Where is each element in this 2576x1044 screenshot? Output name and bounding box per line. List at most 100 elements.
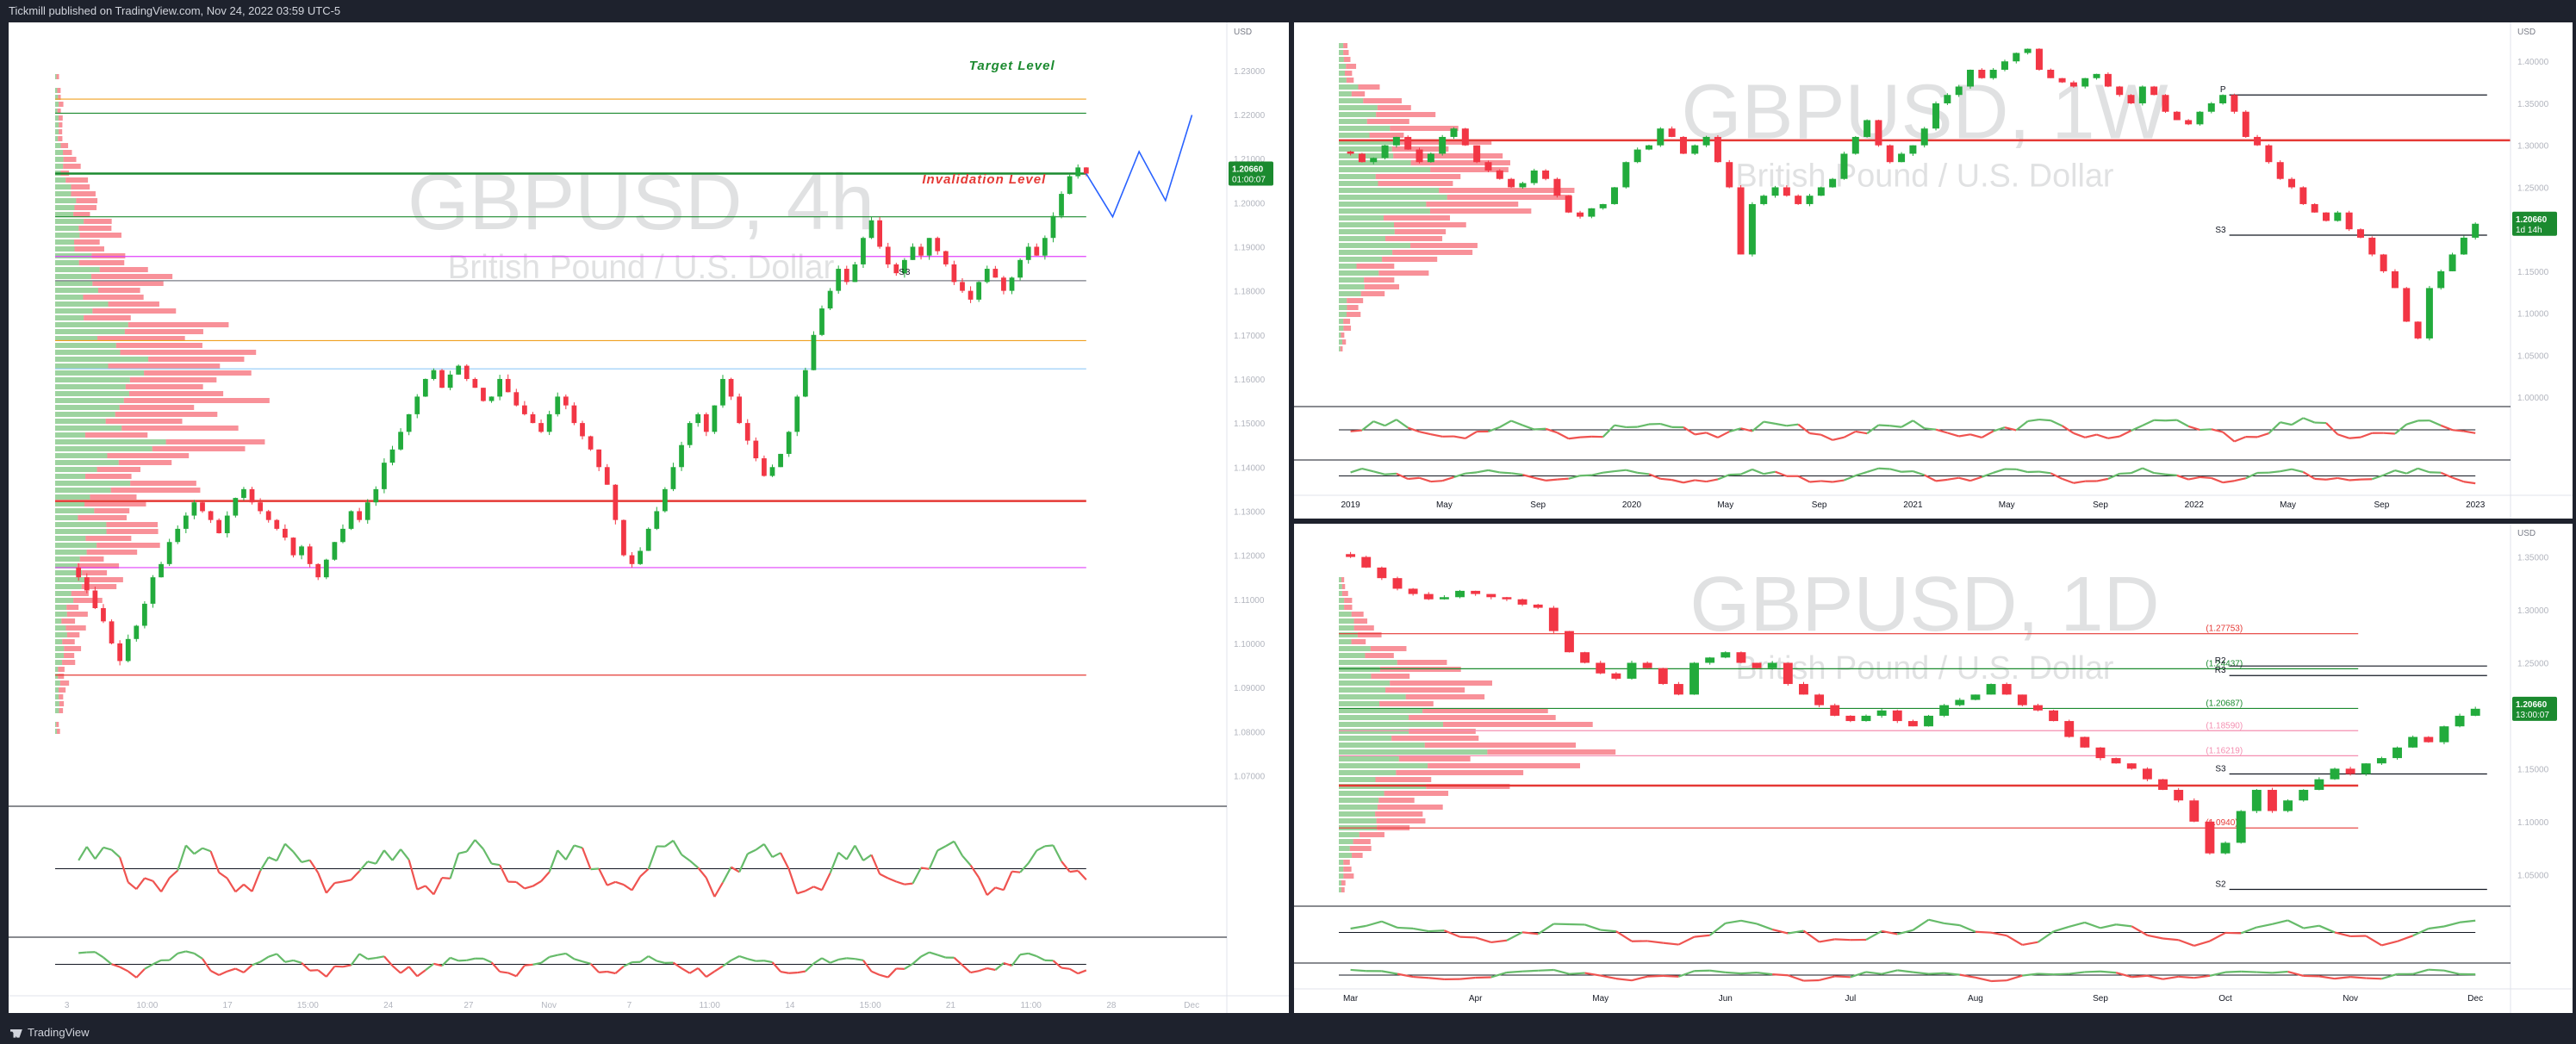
indicator-line-segment xyxy=(1991,979,2007,983)
indicator-line-segment xyxy=(1626,469,1638,474)
candle-body xyxy=(142,603,147,626)
candle-body xyxy=(918,246,924,256)
volume-profile-bar-down xyxy=(1346,78,1354,83)
time-axis-tick: 27 xyxy=(464,1001,474,1010)
indicator-line-segment xyxy=(1865,929,1882,941)
indicator-line-segment xyxy=(1003,961,1012,967)
volume-profile-bar-down xyxy=(99,267,148,272)
volume-profile-bar-up xyxy=(1339,660,1397,665)
indicator-line-segment xyxy=(301,961,311,972)
candle-body xyxy=(2033,705,2043,711)
indicator-line-segment xyxy=(1913,470,1926,476)
candle-body xyxy=(2345,768,2355,774)
volume-profile-bar-up xyxy=(1339,112,1377,117)
volume-profile-bar-up xyxy=(55,246,75,252)
indicator-line-segment xyxy=(1591,471,1603,476)
volume-profile-bar-up xyxy=(55,660,63,665)
volume-profile-bar-up xyxy=(55,550,87,555)
indicator-line-segment xyxy=(796,890,806,895)
indicator-line-segment xyxy=(797,970,806,974)
volume-profile-bar-down xyxy=(65,177,89,183)
indicator-line-segment xyxy=(2050,419,2063,427)
indicator-line-segment xyxy=(234,967,245,973)
indicator-line-segment xyxy=(1881,969,1898,975)
volume-profile-bar-up xyxy=(1339,591,1342,596)
candle-body xyxy=(1611,673,1621,679)
volume-profile-bar-up xyxy=(1339,305,1347,310)
candle-body xyxy=(1898,153,1906,163)
indicator-line-segment xyxy=(1614,424,1627,429)
indicator-line-segment xyxy=(1522,969,1539,973)
indicator-line-segment xyxy=(251,870,262,892)
volume-profile-bar-up xyxy=(55,426,122,431)
volume-profile-bar-down xyxy=(1398,756,1471,761)
volume-profile-bar-up xyxy=(55,329,125,334)
indicator-line-segment xyxy=(2131,925,2148,936)
price-axis-tick: 1.10000 xyxy=(1234,640,1266,649)
indicator-line-segment xyxy=(2176,474,2189,481)
indicator-line-segment xyxy=(623,961,633,967)
candle-body xyxy=(2361,763,2371,774)
indicator-line-segment xyxy=(1510,419,1523,426)
indicator-line-segment xyxy=(1584,923,1602,931)
indicator-line-segment xyxy=(1453,472,1466,479)
indicator-line-segment xyxy=(1430,480,1443,483)
indicator-line-segment xyxy=(2417,467,2430,474)
volume-profile-bar-up xyxy=(1339,319,1344,324)
publisher-header: Tickmill published on TradingView.com, N… xyxy=(0,0,2576,22)
volume-profile-bar-down xyxy=(1487,749,1616,755)
candle-body xyxy=(2314,779,2324,790)
volume-profile-bar-down xyxy=(106,529,159,534)
volume-profile-bar-down xyxy=(105,419,183,424)
volume-profile-bar-up xyxy=(1339,798,1379,803)
candle-body xyxy=(422,378,428,397)
last-price-countdown: 13:00:07 xyxy=(2516,711,2549,720)
indicator-line-segment xyxy=(738,853,749,873)
volume-profile-bar-down xyxy=(1384,791,1449,796)
volume-profile-bar-down xyxy=(1359,832,1384,837)
candle-body xyxy=(84,577,90,591)
indicator-line-segment xyxy=(1809,432,1821,436)
candle-body xyxy=(2189,800,2200,822)
indicator-line-segment xyxy=(697,867,707,879)
indicator-line-segment xyxy=(1775,470,1788,477)
time-axis-tick: 17 xyxy=(223,1001,233,1010)
volume-profile-bar-down xyxy=(1353,618,1368,624)
volume-profile-bar-up xyxy=(55,439,166,444)
candle-body xyxy=(166,542,172,564)
indicator-line-segment xyxy=(416,885,426,891)
indicator-line-segment xyxy=(449,853,460,879)
indicator-line-segment xyxy=(474,839,484,850)
candle-body xyxy=(877,220,883,247)
time-axis-tick: 28 xyxy=(1106,1001,1117,1010)
indicator-line-segment xyxy=(1407,426,1420,433)
candle-body xyxy=(307,546,313,564)
indicator-line-segment xyxy=(1397,926,1414,930)
price-axis-tick: 1.05000 xyxy=(2517,871,2549,880)
indicator-line-segment xyxy=(2234,436,2247,443)
candle-body xyxy=(2127,95,2135,103)
candle-body xyxy=(2185,120,2193,125)
indicator-line-segment xyxy=(193,952,203,960)
volume-profile-bar-down xyxy=(56,722,59,727)
volume-profile-bar-down xyxy=(1375,174,1461,179)
indicator-line-segment xyxy=(1465,431,1478,439)
volume-profile-bar-up xyxy=(55,453,108,458)
candle-body xyxy=(1427,153,1434,163)
indicator-line-segment xyxy=(1396,419,1409,429)
volume-profile-bar-up xyxy=(1339,229,1395,234)
indicator-line-segment xyxy=(557,952,567,956)
volume-profile-bar-up xyxy=(55,391,129,396)
volume-profile-bar-down xyxy=(84,219,112,224)
volume-profile-bar-up xyxy=(1339,236,1385,241)
volume-profile-bar-up xyxy=(55,377,130,382)
volume-profile-bar-down xyxy=(59,102,64,107)
indicator-line-segment xyxy=(1036,845,1046,852)
candle-body xyxy=(1989,69,1997,78)
candle-body xyxy=(1830,705,1840,716)
volume-profile-bar-up xyxy=(55,529,107,534)
indicator-line-segment xyxy=(581,847,592,870)
